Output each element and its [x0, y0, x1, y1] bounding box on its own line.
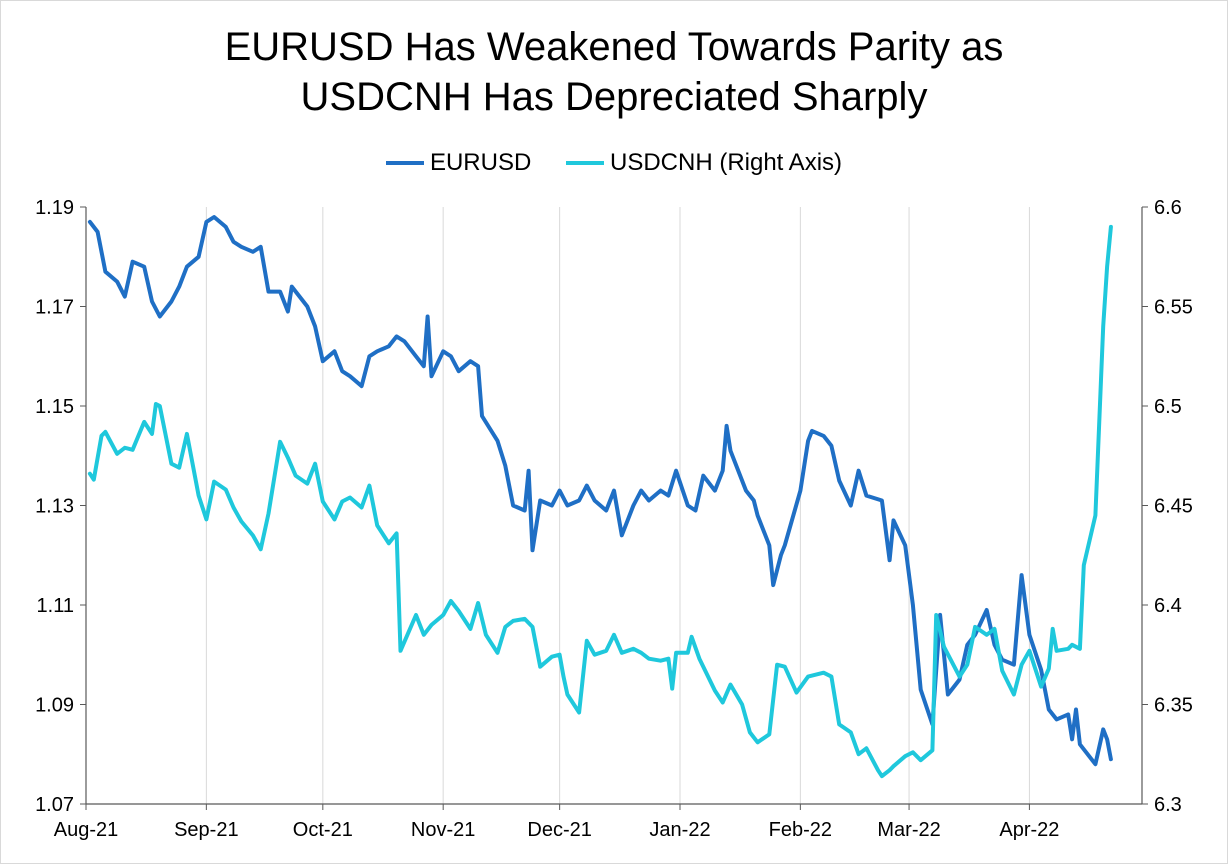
y-right-tick-label: 6.4 — [1154, 595, 1182, 617]
y-right-tick-label: 6.6 — [1154, 197, 1182, 219]
legend-label-usdcnh: USDCNH (Right Axis) — [609, 149, 843, 176]
chart-title-line-2: USDCNH Has Depreciated Sharply — [300, 75, 928, 119]
x-tick-label: Feb-22 — [769, 819, 832, 841]
legend-item-usdcnh: USDCNH (Right Axis) — [565, 149, 843, 177]
series-line-eurusd — [87, 215, 1113, 767]
y-left-tick-label: 1.19 — [35, 197, 74, 219]
x-tick-label: Nov-21 — [411, 819, 475, 841]
chart-title-line-1: EURUSD Has Weakened Towards Parity as — [224, 25, 1004, 69]
y-left-tick-label: 1.11 — [37, 595, 74, 617]
legend-item-eurusd: EURUSD — [385, 149, 532, 177]
y-right-tick-label: 6.55 — [1154, 297, 1193, 319]
y-right-tick-label: 6.45 — [1154, 496, 1193, 518]
x-tick-label: Dec-21 — [527, 819, 591, 841]
x-tick-label: Mar-22 — [877, 819, 940, 841]
x-tick-label: Oct-21 — [293, 819, 353, 841]
legend-swatch-usdcnh — [565, 161, 604, 165]
legend-label-eurusd: EURUSD — [429, 149, 532, 176]
x-tick-label: Aug-21 — [54, 819, 119, 841]
chart-title: EURUSD Has Weakened Towards Parity as US… — [0, 22, 1228, 122]
legend: EURUSD USDCNH (Right Axis) — [0, 144, 1228, 177]
y-left-tick-label: 1.13 — [35, 496, 74, 518]
x-tick-label: Apr-22 — [999, 819, 1059, 841]
y-left-tick-label: 1.17 — [35, 297, 74, 319]
y-right-tick-label: 6.5 — [1154, 396, 1182, 418]
y-right-tick-label: 6.35 — [1154, 695, 1193, 717]
y-right-tick-label: 6.3 — [1154, 794, 1182, 816]
x-tick-label: Jan-22 — [649, 819, 710, 841]
x-tick-label: Sep-21 — [174, 819, 239, 841]
y-left-tick-label: 1.15 — [35, 396, 74, 418]
legend-swatch-eurusd — [385, 161, 424, 165]
series-line-usdcnh — [87, 224, 1113, 779]
y-left-tick-label: 1.07 — [35, 794, 74, 816]
y-left-tick-label: 1.09 — [35, 695, 74, 717]
